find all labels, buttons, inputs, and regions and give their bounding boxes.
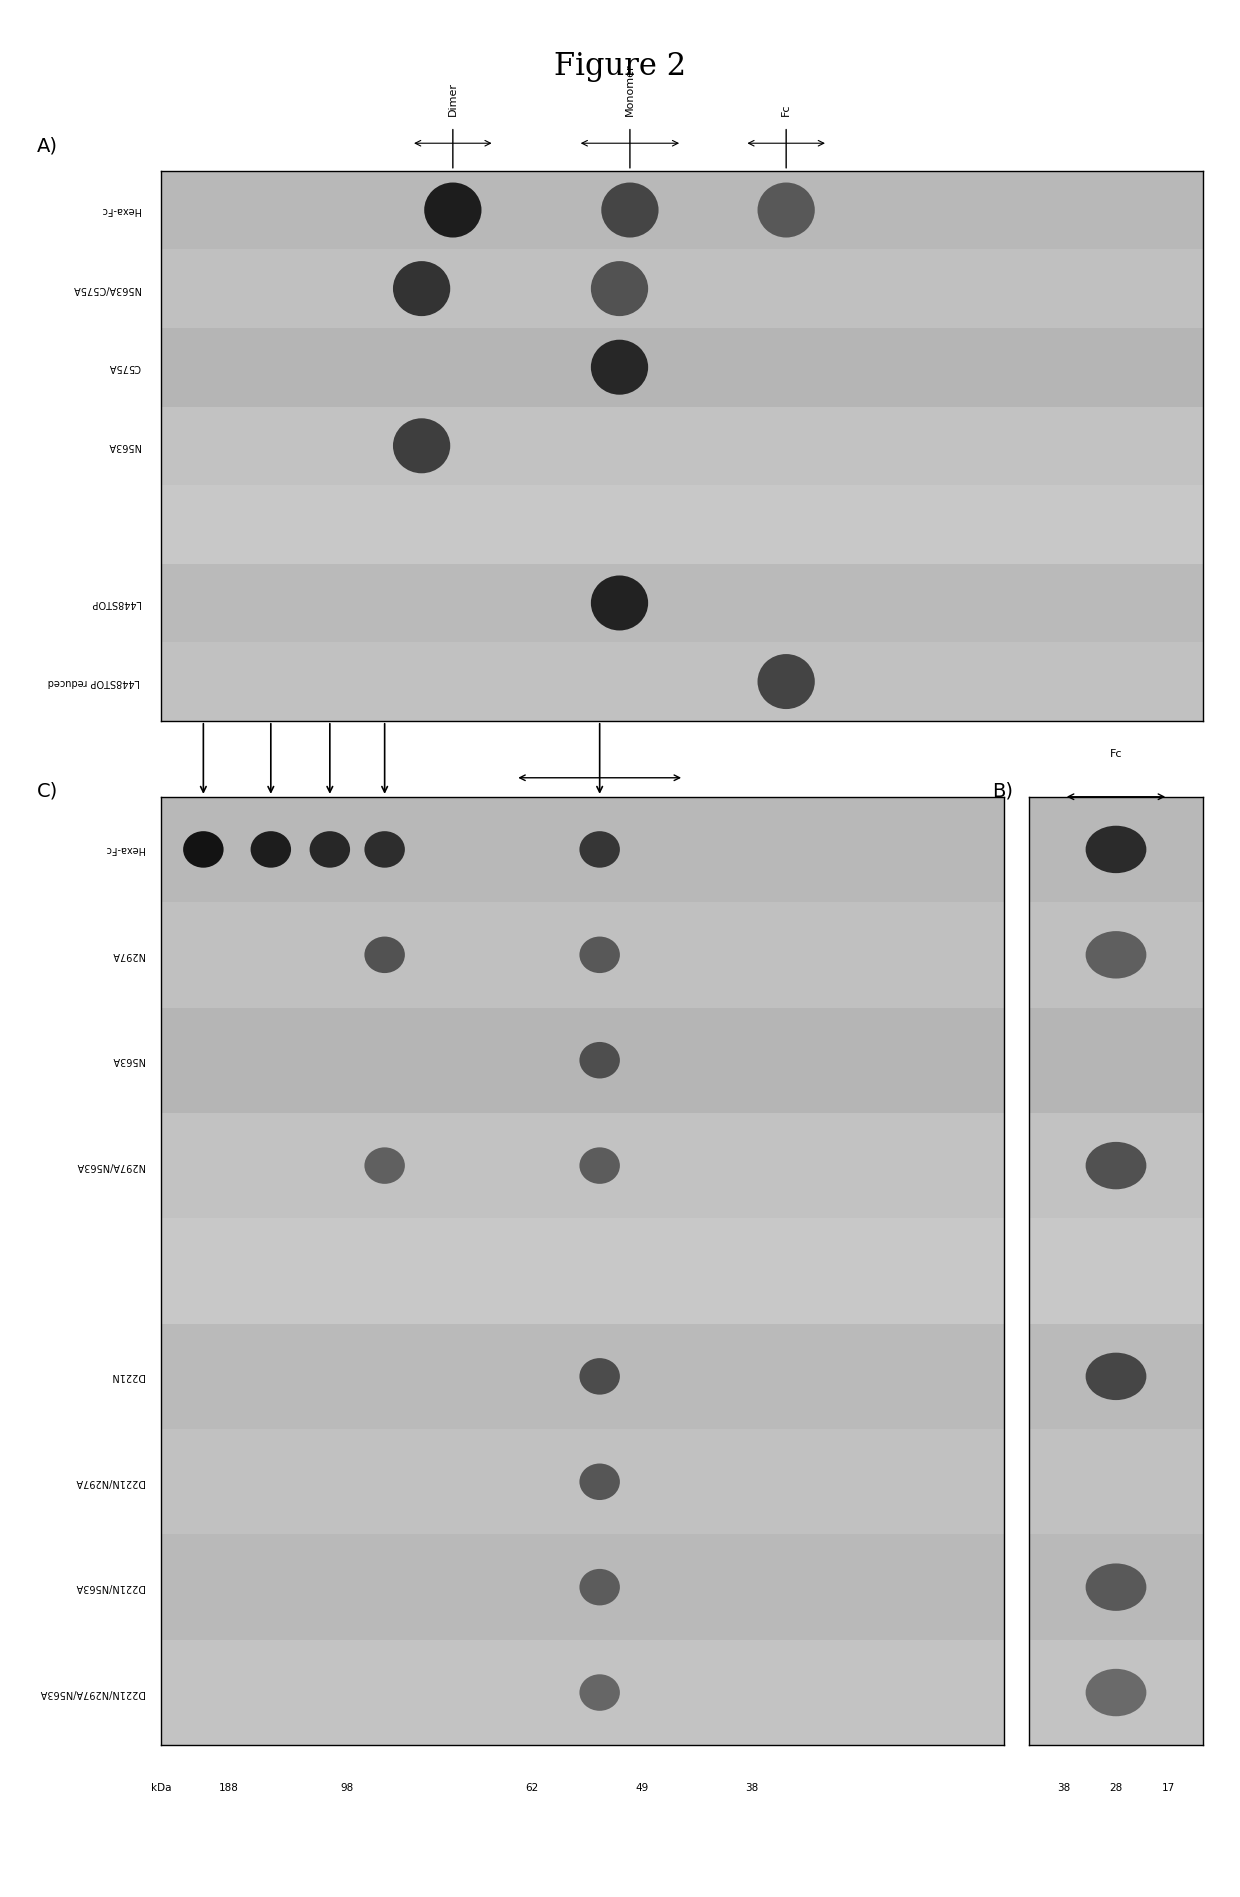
Ellipse shape	[579, 1569, 620, 1605]
Bar	[1029, 1007, 1203, 1114]
Ellipse shape	[591, 575, 649, 630]
Text: Monomer: Monomer	[595, 637, 605, 683]
Bar	[1029, 1639, 1203, 1745]
Ellipse shape	[579, 831, 620, 867]
Text: D221N/N563A: D221N/N563A	[74, 1582, 144, 1592]
Ellipse shape	[1086, 1142, 1146, 1189]
Ellipse shape	[579, 1041, 620, 1079]
Text: N563A/C575A: N563A/C575A	[72, 285, 140, 294]
Ellipse shape	[393, 262, 450, 317]
Text: Tetramer: Tetramer	[379, 639, 389, 683]
Text: N563A: N563A	[112, 1055, 144, 1066]
Ellipse shape	[579, 1148, 620, 1184]
Bar	[161, 903, 1004, 1007]
Ellipse shape	[579, 1675, 620, 1711]
Text: 62: 62	[526, 1783, 539, 1793]
Bar	[161, 406, 1203, 486]
Ellipse shape	[579, 937, 620, 973]
Text: C575A: C575A	[108, 362, 140, 372]
Text: N297A: N297A	[112, 950, 144, 960]
Ellipse shape	[1086, 1353, 1146, 1400]
Bar	[161, 1535, 1004, 1639]
Text: B): B)	[992, 782, 1013, 801]
Ellipse shape	[591, 262, 649, 317]
Ellipse shape	[310, 831, 350, 867]
Ellipse shape	[579, 1358, 620, 1394]
Bar	[161, 1428, 1004, 1535]
Ellipse shape	[1086, 825, 1146, 873]
Ellipse shape	[1086, 931, 1146, 979]
Bar	[161, 563, 1203, 643]
Text: 28: 28	[1110, 1783, 1122, 1793]
Ellipse shape	[184, 831, 223, 867]
Bar	[161, 486, 1203, 563]
Ellipse shape	[758, 654, 815, 709]
Ellipse shape	[591, 340, 649, 395]
Text: Hexa-Fc: Hexa-Fc	[105, 844, 144, 854]
Text: Monomer: Monomer	[625, 63, 635, 116]
Text: Pentamer: Pentamer	[325, 635, 335, 683]
Bar	[161, 1114, 1004, 1218]
Text: 17: 17	[1162, 1783, 1174, 1793]
Text: Hexa-Fc: Hexa-Fc	[100, 205, 140, 214]
Text: Hexamer: Hexamer	[265, 639, 275, 683]
Bar	[161, 1007, 1004, 1114]
Bar	[161, 328, 1203, 406]
Bar	[1029, 1428, 1203, 1535]
Bar	[161, 1218, 1004, 1324]
Ellipse shape	[365, 1148, 405, 1184]
Bar	[161, 643, 1203, 721]
Text: A): A)	[37, 137, 58, 156]
Bar	[1029, 1114, 1203, 1218]
Text: N297A/N563A: N297A/N563A	[76, 1161, 144, 1170]
Bar	[1029, 1218, 1203, 1324]
Text: kDa: kDa	[151, 1783, 171, 1793]
Text: 98: 98	[340, 1783, 353, 1793]
Text: N563A: N563A	[108, 440, 140, 451]
Text: 38: 38	[1058, 1783, 1070, 1793]
Ellipse shape	[424, 182, 481, 237]
Bar	[1029, 903, 1203, 1007]
Text: 38: 38	[745, 1783, 758, 1793]
Ellipse shape	[601, 182, 658, 237]
Bar	[1029, 1535, 1203, 1639]
Text: D221N/N297A: D221N/N297A	[74, 1476, 144, 1487]
Bar	[161, 249, 1203, 328]
Ellipse shape	[365, 831, 405, 867]
Text: 49: 49	[635, 1783, 649, 1793]
Ellipse shape	[1086, 1563, 1146, 1611]
Ellipse shape	[1086, 1669, 1146, 1717]
Ellipse shape	[393, 419, 450, 472]
Text: L448STOP reduced: L448STOP reduced	[48, 677, 140, 687]
Text: Dimer: Dimer	[448, 82, 458, 116]
Ellipse shape	[365, 937, 405, 973]
Text: 188: 188	[218, 1783, 238, 1793]
Bar	[161, 1639, 1004, 1745]
Text: Figure 2: Figure 2	[554, 51, 686, 82]
Text: D221N/N297A/N563A: D221N/N297A/N563A	[40, 1688, 144, 1698]
Bar	[1029, 797, 1203, 903]
Bar	[161, 797, 1004, 903]
Text: L448STOP: L448STOP	[91, 598, 140, 607]
Text: Fc: Fc	[781, 102, 791, 116]
Ellipse shape	[250, 831, 291, 867]
Bar	[1029, 1324, 1203, 1428]
Bar	[161, 171, 1203, 249]
Text: D221N: D221N	[110, 1372, 144, 1381]
Text: C): C)	[37, 782, 58, 801]
Text: HOP: HOP	[198, 662, 208, 683]
Text: Fc: Fc	[1110, 749, 1122, 759]
Ellipse shape	[579, 1463, 620, 1501]
Ellipse shape	[758, 182, 815, 237]
Bar	[161, 1324, 1004, 1428]
